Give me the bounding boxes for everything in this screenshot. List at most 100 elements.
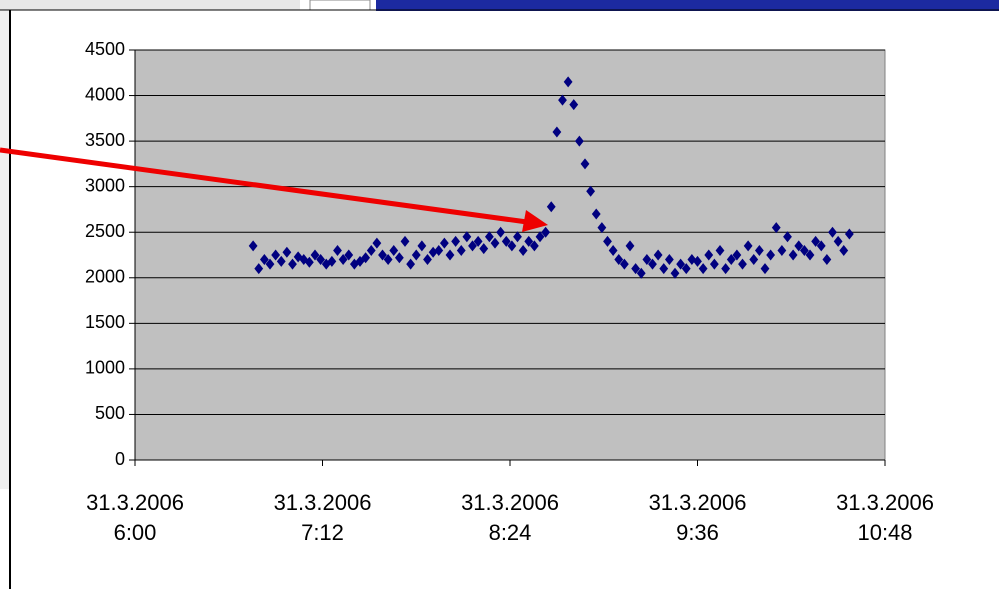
data-point <box>282 246 292 258</box>
data-point <box>648 258 657 270</box>
data-point <box>805 249 815 261</box>
x-tick-label: 31.3.2006 10:48 <box>836 490 934 545</box>
background-window <box>0 11 9 489</box>
data-point <box>558 94 567 106</box>
data-point <box>580 158 590 170</box>
data-point <box>451 235 461 247</box>
x-tick-label: 31.3.2006 7:12 <box>273 490 372 545</box>
data-point <box>614 254 624 266</box>
data-point <box>259 254 269 266</box>
data-point <box>271 249 281 261</box>
data-point <box>304 256 314 268</box>
data-point <box>248 240 258 252</box>
data-point <box>372 237 382 249</box>
data-point <box>406 258 416 270</box>
data-point <box>552 126 562 138</box>
data-point <box>344 249 354 261</box>
data-point <box>321 258 331 270</box>
y-tick-label: 500 <box>95 403 125 423</box>
data-point <box>636 267 646 279</box>
data-point <box>293 251 303 263</box>
data-point <box>394 252 404 264</box>
data-point <box>456 244 466 256</box>
data-point <box>738 258 747 270</box>
y-tick-label: 0 <box>115 449 125 469</box>
data-point <box>316 254 326 266</box>
data-point <box>659 263 669 275</box>
data-point <box>563 76 573 88</box>
x-tick-label: 31.3.2006 8:24 <box>461 490 559 545</box>
x-tick-label: 31.3.2006 9:36 <box>648 490 747 545</box>
data-point <box>445 249 455 261</box>
data-point <box>777 244 787 256</box>
y-tick-label: 4500 <box>85 39 125 59</box>
data-point <box>473 235 483 247</box>
data-point <box>783 231 792 243</box>
data-point <box>811 235 821 247</box>
data-point <box>754 244 764 256</box>
data-point <box>524 235 534 247</box>
data-point <box>698 263 708 275</box>
data-point <box>771 222 781 234</box>
data-point <box>513 231 522 243</box>
data-point <box>389 244 399 256</box>
data-point <box>794 240 804 252</box>
data-point <box>361 252 371 264</box>
data-point <box>586 185 596 197</box>
data-point <box>529 240 539 252</box>
data-point <box>496 226 506 238</box>
data-point <box>625 240 635 252</box>
data-point <box>479 243 489 255</box>
data-point <box>423 254 432 266</box>
plot-area: 0 500 1000 1500 2000 2500 3000 3500 4000 4500 <box>85 39 886 469</box>
data-point <box>462 231 472 243</box>
data-point <box>541 226 551 238</box>
data-point <box>608 244 618 256</box>
data-point <box>383 254 393 266</box>
data-point <box>788 249 798 261</box>
annotation-arrowhead <box>522 210 548 232</box>
data-point <box>816 240 826 252</box>
background-banner <box>376 0 999 11</box>
data-point <box>681 263 691 275</box>
data-point <box>828 226 837 238</box>
data-point <box>310 249 320 261</box>
data-point <box>822 254 832 266</box>
data-point <box>642 254 652 266</box>
annotation-arrow <box>0 147 528 225</box>
data-point <box>732 249 742 261</box>
data-point <box>844 228 854 240</box>
y-tick-label: 1500 <box>85 312 125 332</box>
data-point <box>693 255 702 267</box>
data-point <box>574 135 584 147</box>
data-point <box>704 249 714 261</box>
data-point <box>490 237 500 249</box>
data-point <box>349 258 359 270</box>
data-point <box>484 231 494 243</box>
data-point <box>839 244 849 256</box>
data-point <box>468 240 477 252</box>
data-point <box>338 254 348 266</box>
data-point <box>743 240 753 252</box>
data-point <box>299 254 309 266</box>
data-point <box>411 249 421 261</box>
background-window <box>309 0 371 11</box>
data-point <box>366 244 376 256</box>
x-tick-label: 31.3.2006 6:00 <box>86 490 184 545</box>
data-point <box>355 255 365 267</box>
data-point <box>327 255 337 267</box>
data-point <box>518 244 528 256</box>
data-point <box>400 235 410 247</box>
y-tick-label: 1000 <box>85 358 125 378</box>
data-point <box>833 235 843 247</box>
y-tick-label: 3000 <box>85 175 125 195</box>
data-point <box>619 258 629 270</box>
data-point <box>254 263 264 275</box>
data-point <box>631 263 641 275</box>
data-point <box>591 208 601 220</box>
data-point <box>439 237 449 249</box>
data-point <box>670 267 680 279</box>
data-point <box>265 258 275 270</box>
